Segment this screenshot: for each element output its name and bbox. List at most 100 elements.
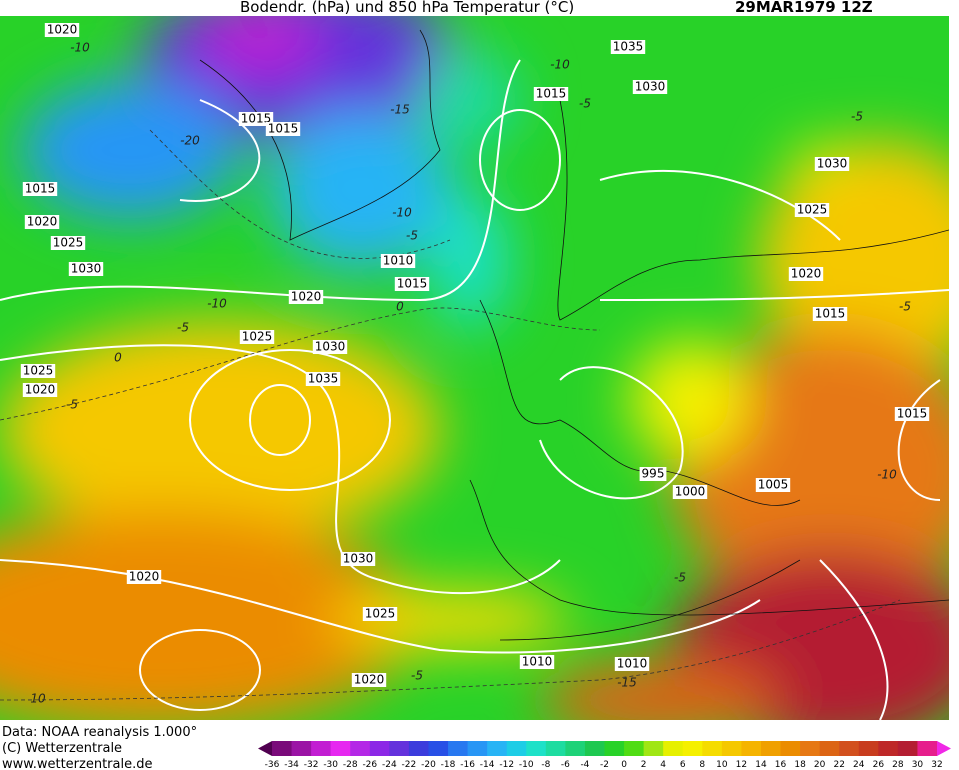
legend-swatch [839,741,860,756]
footer-website: www.wetterzentrale.de [2,757,152,770]
legend-label: -2 [600,760,609,770]
footer-data-source: Data: NOAA reanalysis 1.000° [2,725,197,740]
legend-swatch [760,741,782,756]
legend-swatch [448,741,469,756]
pressure-label-box [288,290,324,304]
legend-label: 10 [716,760,728,770]
temperature-label: -5 [406,229,418,243]
pressure-label-box [394,277,430,291]
pressure-label: 1015 [815,307,846,321]
pressure-label-box [68,262,104,276]
pressure-label-box [794,203,830,217]
legend-swatch [741,741,762,756]
pressure-label: 1010 [383,254,414,268]
legend-swatch [702,741,723,756]
legend-swatch [526,741,547,756]
pressure-label: 1015 [897,407,928,421]
legend-swatch [369,741,390,756]
temperature-label: 0 [114,351,122,365]
map-area [0,16,949,720]
pressure-label-box [305,372,341,386]
legend-label: 32 [931,760,942,770]
legend-swatch [878,741,899,756]
pressure-label-box [755,478,791,492]
legend-label: 6 [680,760,686,770]
temperature-labels: -10 -10 -15 -5 -20 -5 -10 -5 -10 0 -5 0 -5 -5 -10 -5 -5 -… [30,41,911,706]
legend-swatch [780,741,801,756]
temperature-label: -5 [674,571,686,585]
pressure-label: 1020 [354,673,385,687]
map-date: 29MAR1979 12Z [735,0,873,16]
legend-label: -22 [402,760,417,770]
legend-swatch [682,741,703,756]
pressure-label-box [351,673,387,687]
pressure-label-box [519,655,555,669]
legend-swatch [565,741,586,756]
legend-swatch [624,741,645,756]
legend-swatch [272,741,293,756]
legend-swatch [721,741,742,756]
pressure-label-box [238,112,274,126]
legend-swatch [897,741,918,756]
footer-copyright: (C) Wetterzentrale [2,741,122,756]
legend-label: -30 [323,760,338,770]
legend-swatch [584,741,605,756]
temperature-label: -10 [550,58,570,72]
pressure-label-box [672,485,708,499]
map-title: Bodendr. (hPa) und 850 hPa Temperatur (°… [240,0,574,16]
legend-swatch [858,741,879,756]
pressure-label-box [20,364,56,378]
legend-label: -6 [561,760,570,770]
legend-swatch [545,741,566,756]
pressure-label: 1010 [617,657,648,671]
legend-label: -24 [382,760,397,770]
temperature-label: -5 [66,398,78,412]
legend-label: 0 [621,760,627,770]
legend-swatch [467,741,488,756]
legend-label: -28 [343,760,358,770]
pressure-label-box [265,122,301,136]
legend-swatch [604,741,625,756]
pressure-label-box [812,307,848,321]
legend-label: 24 [853,760,865,770]
legend-label: 2 [641,760,647,770]
legend-swatch [506,741,527,756]
legend-swatch [800,741,821,756]
pressure-label-box [126,570,162,584]
pressure-label: 1015 [536,87,567,101]
pressure-label: 1015 [397,277,428,291]
legend-label: -10 [519,760,534,770]
temperature-label: -5 [579,97,591,111]
coastlines [199,29,949,641]
legend-swatch [408,741,429,756]
temperature-label: 10 [30,692,46,706]
pressure-label: 1020 [129,570,160,584]
legend-swatch [663,741,684,756]
pressure-label-box [632,80,668,94]
pressure-label-box [639,467,667,481]
legend-label: 30 [912,760,924,770]
legend-swatch [291,741,312,756]
pressure-label: 1015 [268,122,299,136]
temperature-label: -10 [877,468,897,482]
temperature-label: -10 [392,206,412,220]
pressure-label: 1025 [365,607,396,621]
pressure-label-box [610,40,646,54]
legend-label: -20 [421,760,436,770]
pressure-label: 1035 [613,40,644,54]
pressure-label: 1020 [791,267,822,281]
temperature-label: -5 [411,669,423,683]
pressure-label: 1010 [522,655,553,669]
legend-swatch [643,741,664,756]
temperature-label: -5 [899,300,911,314]
legend-swatch [487,741,508,756]
legend-label: -16 [460,760,475,770]
legend-label: 26 [873,760,885,770]
pressure-label-box [312,340,348,354]
pressure-label: 995 [642,467,665,481]
temperature-label: -15 [617,676,637,690]
legend-label: 8 [699,760,705,770]
pressure-label-box [894,407,930,421]
temperature-label: -15 [390,103,410,117]
